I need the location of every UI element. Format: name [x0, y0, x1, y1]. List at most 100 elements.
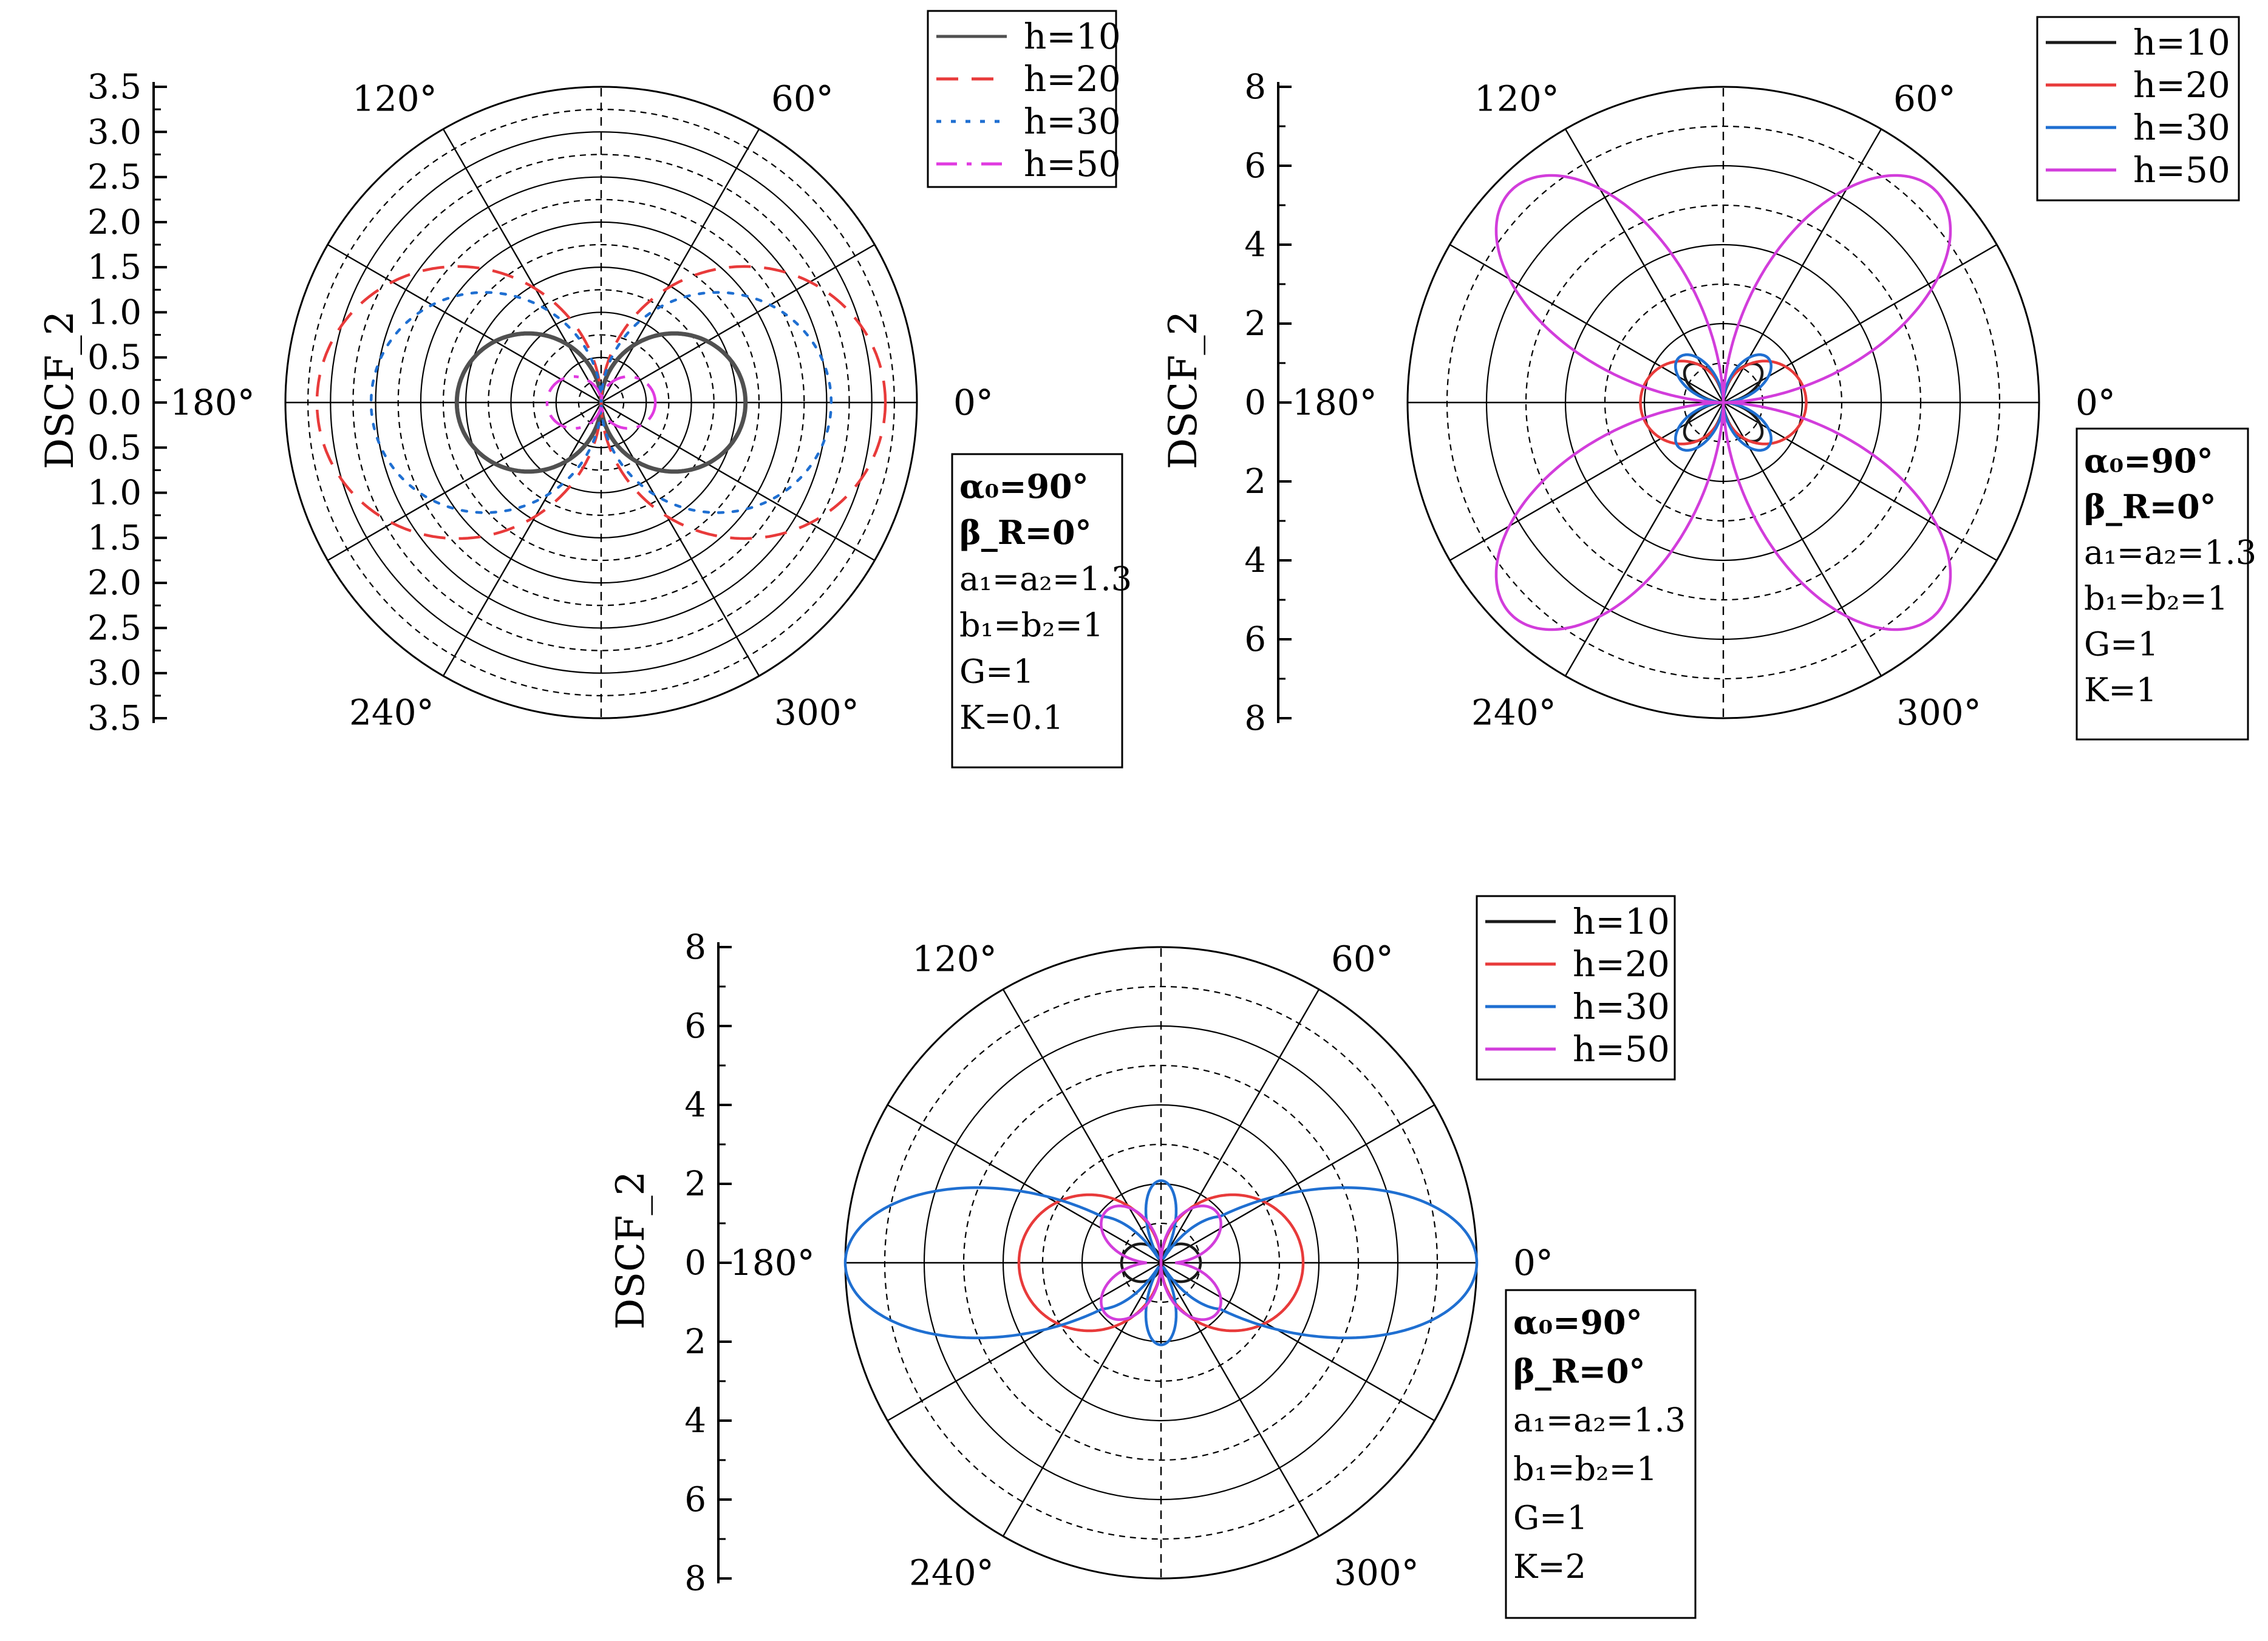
- angle-label: 120°: [352, 78, 437, 120]
- series-line-h50: [545, 375, 657, 430]
- parameter-text: β_R=0°: [1513, 1351, 1646, 1390]
- parameter-box: [951, 453, 1123, 769]
- angle-label: 180°: [1292, 382, 1377, 423]
- angle-label: 180°: [170, 382, 255, 423]
- polar-spoke: [442, 402, 602, 676]
- parameter-text: α₀=90°: [2084, 441, 2213, 480]
- legend-label: h=30: [1573, 986, 1670, 1027]
- radial-tick-label: 3.5: [87, 67, 141, 107]
- parameter-text: a₁=a₂=1.3: [2084, 534, 2256, 572]
- radial-tick-label: 6: [1244, 146, 1266, 186]
- angle-label: 300°: [774, 691, 859, 733]
- radial-tick-label: 1.5: [87, 248, 141, 287]
- parameter-text: α₀=90°: [1513, 1303, 1643, 1342]
- legend-label: h=10: [1024, 16, 1121, 57]
- radial-tick-label: 0.0: [87, 383, 141, 423]
- polar-spoke: [327, 401, 602, 562]
- panel-bottom: 0° 60° 120° 180° 240° 300° 0 2 2 4 4 6 6 8 8 DSCF_2 h=10…: [608, 895, 1697, 1619]
- polar-spoke: [1160, 1262, 1320, 1537]
- polar-spoke: [442, 129, 602, 403]
- polar-spoke: [1160, 1104, 1435, 1264]
- radial-tick-label: 1.0: [87, 293, 141, 332]
- parameter-text: K=2: [1513, 1548, 1586, 1586]
- panel-top-right: 0° 60° 120° 180° 240° 300° 0 2 2 4 4 6 6 8 8 DSCF_2 h=10…: [1161, 16, 2256, 741]
- radial-tick-label: 1.0: [87, 474, 141, 513]
- radial-tick-label: 1.5: [87, 518, 141, 558]
- angle-label: 240°: [1471, 691, 1556, 733]
- radial-tick-label: 2: [1244, 462, 1266, 501]
- legend-label: h=20: [2133, 64, 2230, 106]
- radial-tick-label: 6: [684, 1480, 706, 1520]
- series-line-h20: [1017, 1193, 1305, 1333]
- legend-label: h=10: [2133, 22, 2230, 63]
- angle-label: 300°: [1896, 691, 1981, 733]
- series-line-h20: [1639, 359, 1808, 446]
- radial-tick-label: 8: [1244, 699, 1266, 738]
- radial-tick-label: 0.5: [87, 338, 141, 378]
- parameter-text: β_R=0°: [959, 513, 1092, 552]
- radial-tick-label: 2.0: [87, 563, 141, 603]
- angle-label: 60°: [1331, 939, 1394, 980]
- parameter-box: [2076, 427, 2249, 741]
- radial-tick-label: 4: [1244, 541, 1266, 580]
- angle-label: 180°: [730, 1242, 815, 1283]
- radial-tick-label: 2: [684, 1164, 706, 1204]
- parameter-text: α₀=90°: [959, 467, 1089, 506]
- parameter-text: G=1: [1513, 1498, 1588, 1537]
- y-axis-label: DSCF_2: [608, 1171, 653, 1330]
- y-axis-label: DSCF_2: [38, 311, 83, 469]
- angle-label: 60°: [771, 78, 834, 120]
- parameter-text: a₁=a₂=1.3: [1513, 1401, 1686, 1439]
- radial-tick-label: 3.0: [87, 112, 141, 152]
- polar-spoke: [1002, 1262, 1162, 1537]
- legend-label: h=20: [1024, 58, 1121, 100]
- radial-tick-label: 0: [684, 1243, 706, 1283]
- radial-tick-label: 8: [684, 1559, 706, 1599]
- radial-tick-label: 8: [1244, 67, 1266, 107]
- legend-label: h=50: [2133, 149, 2230, 191]
- parameter-text: G=1: [2084, 625, 2159, 663]
- angle-label: 120°: [912, 939, 997, 980]
- radial-tick-label: 2.5: [87, 608, 141, 648]
- radial-tick-label: 8: [684, 928, 706, 967]
- radial-tick-label: 2.5: [87, 158, 141, 197]
- radial-tick-label: 4: [684, 1086, 706, 1125]
- radial-tick-label: 6: [1244, 620, 1266, 659]
- angle-label: 0°: [1513, 1242, 1553, 1283]
- legend-label: h=30: [1024, 101, 1121, 142]
- series-line-h20: [315, 265, 887, 540]
- radial-tick-label: 0: [1244, 383, 1266, 423]
- polar-spoke: [600, 129, 760, 403]
- legend-label: h=30: [2133, 107, 2230, 148]
- radial-tick-label: 2: [684, 1322, 706, 1362]
- angle-label: 240°: [349, 691, 434, 733]
- radial-tick-label: 6: [684, 1007, 706, 1046]
- parameter-text: K=1: [2084, 671, 2157, 709]
- polar-spoke: [600, 402, 760, 676]
- polar-spoke: [1002, 989, 1162, 1263]
- legend-label: h=50: [1024, 143, 1121, 185]
- panel-top-left: 0° 60° 120° 180° 240° 300° 0.0 0.5 0.5 1.0 1.0 1.5 1…: [38, 10, 1132, 769]
- polar-spoke: [327, 243, 602, 404]
- legend-label: h=20: [1573, 943, 1670, 985]
- y-axis-label: DSCF_2: [1161, 311, 1206, 469]
- series-line-h50: [1494, 174, 1952, 631]
- polar-spoke: [601, 401, 875, 562]
- polar-spoke: [887, 1262, 1162, 1422]
- angle-label: 120°: [1474, 78, 1559, 120]
- parameter-text: G=1: [959, 652, 1034, 690]
- angle-label: 60°: [1893, 78, 1956, 120]
- radial-tick-label: 3.5: [87, 699, 141, 738]
- radial-tick-label: 2: [1244, 304, 1266, 344]
- parameter-text: a₁=a₂=1.3: [959, 560, 1132, 598]
- series-line-h30: [843, 1179, 1479, 1347]
- series-line-h30: [369, 291, 833, 514]
- parameter-text: K=0.1: [959, 698, 1063, 736]
- parameter-text: b₁=b₂=1: [959, 606, 1103, 644]
- legend-label: h=50: [1573, 1028, 1670, 1070]
- radial-tick-label: 4: [684, 1401, 706, 1441]
- parameter-text: β_R=0°: [2084, 487, 2216, 526]
- polar-spoke: [1160, 989, 1320, 1263]
- series-line-h50: [1100, 1204, 1222, 1321]
- legend-box: [927, 10, 1117, 188]
